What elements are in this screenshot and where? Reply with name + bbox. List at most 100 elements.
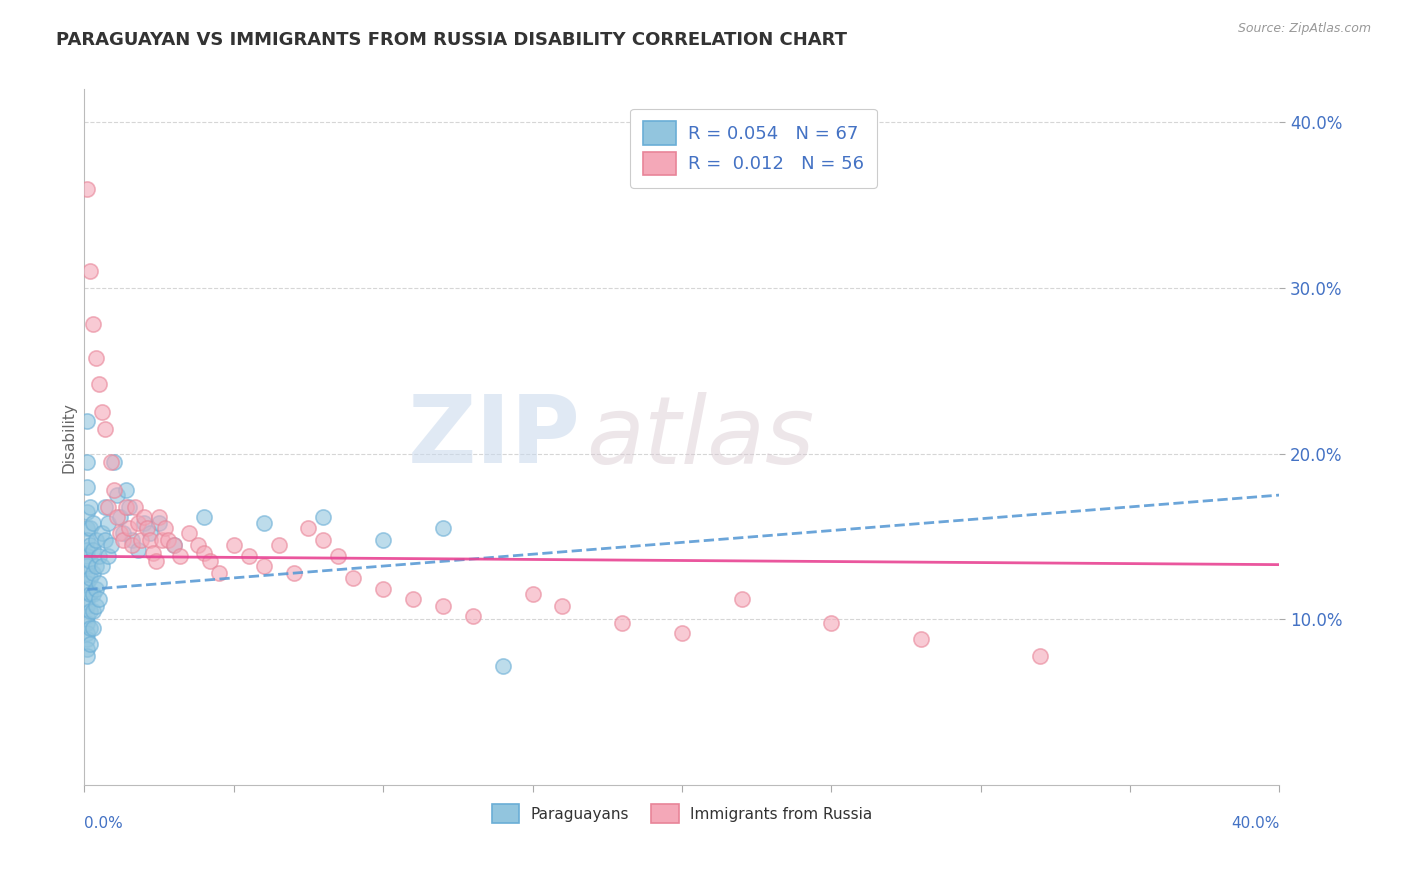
Point — [76, 549, 98, 564]
Point — [100, 538, 122, 552]
Point — [76, 559, 98, 574]
Point — [76, 480, 98, 494]
Point — [91, 405, 114, 419]
Point — [76, 599, 98, 613]
Point — [492, 658, 515, 673]
Point — [1029, 648, 1052, 663]
Point — [79, 604, 101, 618]
Point — [76, 533, 98, 547]
Point — [136, 521, 159, 535]
Point — [820, 615, 842, 630]
Point — [79, 500, 101, 514]
Point — [82, 516, 104, 531]
Point — [76, 609, 98, 624]
Point — [86, 582, 108, 597]
Point — [169, 549, 191, 564]
Text: 40.0%: 40.0% — [1232, 816, 1279, 831]
Point — [139, 533, 162, 547]
Point — [79, 621, 101, 635]
Point — [100, 455, 122, 469]
Point — [157, 533, 180, 547]
Point — [132, 509, 156, 524]
Point — [127, 516, 149, 531]
Point — [82, 621, 104, 635]
Point — [76, 592, 98, 607]
Point — [79, 571, 101, 585]
Point — [139, 526, 162, 541]
Point — [89, 592, 111, 607]
Point — [222, 538, 245, 552]
Point — [79, 538, 101, 552]
Point — [342, 571, 364, 585]
Legend: Paraguayans, Immigrants from Russia: Paraguayans, Immigrants from Russia — [485, 797, 879, 830]
Point — [522, 587, 544, 601]
Point — [731, 592, 754, 607]
Point — [112, 526, 135, 541]
Point — [76, 566, 98, 580]
Point — [82, 587, 104, 601]
Point — [115, 483, 138, 497]
Point — [402, 592, 425, 607]
Point — [89, 377, 111, 392]
Point — [612, 615, 634, 630]
Point — [297, 521, 319, 535]
Text: PARAGUAYAN VS IMMIGRANTS FROM RUSSIA DISABILITY CORRELATION CHART: PARAGUAYAN VS IMMIGRANTS FROM RUSSIA DIS… — [56, 31, 848, 49]
Point — [76, 632, 98, 647]
Point — [82, 318, 104, 332]
Point — [82, 542, 104, 557]
Point — [671, 625, 693, 640]
Point — [267, 538, 290, 552]
Point — [127, 542, 149, 557]
Point — [89, 549, 111, 564]
Point — [86, 559, 108, 574]
Point — [105, 488, 128, 502]
Point — [461, 609, 484, 624]
Point — [112, 533, 135, 547]
Point — [86, 351, 108, 365]
Point — [118, 500, 141, 514]
Point — [253, 559, 276, 574]
Point — [177, 526, 200, 541]
Point — [910, 632, 932, 647]
Point — [193, 509, 215, 524]
Point — [432, 521, 454, 535]
Point — [91, 526, 114, 541]
Point — [76, 181, 98, 195]
Point — [94, 500, 117, 514]
Point — [86, 533, 108, 547]
Point — [105, 509, 128, 524]
Point — [79, 554, 101, 568]
Point — [79, 587, 101, 601]
Point — [103, 483, 125, 497]
Point — [193, 546, 215, 560]
Point — [97, 549, 120, 564]
Point — [373, 533, 395, 547]
Point — [283, 566, 305, 580]
Point — [82, 566, 104, 580]
Point — [121, 533, 143, 547]
Point — [115, 500, 138, 514]
Point — [124, 500, 146, 514]
Point — [76, 413, 98, 427]
Point — [76, 505, 98, 519]
Point — [121, 538, 143, 552]
Point — [76, 521, 98, 535]
Point — [103, 455, 125, 469]
Point — [110, 509, 132, 524]
Point — [163, 538, 186, 552]
Point — [76, 615, 98, 630]
Point — [148, 516, 170, 531]
Point — [76, 642, 98, 657]
Point — [79, 521, 101, 535]
Point — [253, 516, 276, 531]
Y-axis label: Disability: Disability — [60, 401, 76, 473]
Point — [163, 538, 186, 552]
Text: ZIP: ZIP — [408, 391, 581, 483]
Text: Source: ZipAtlas.com: Source: ZipAtlas.com — [1237, 22, 1371, 36]
Point — [76, 648, 98, 663]
Point — [76, 575, 98, 590]
Point — [76, 582, 98, 597]
Point — [432, 599, 454, 613]
Point — [150, 533, 173, 547]
Point — [328, 549, 350, 564]
